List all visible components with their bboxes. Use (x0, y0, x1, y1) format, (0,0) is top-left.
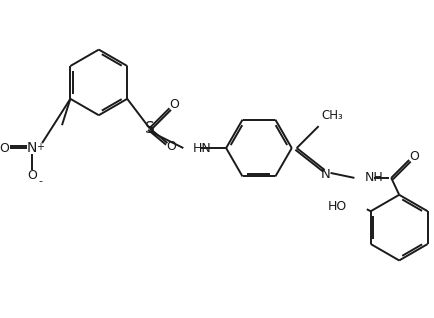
Text: HN: HN (192, 142, 210, 155)
Text: CH₃: CH₃ (321, 109, 342, 122)
Text: O: O (166, 140, 176, 153)
Text: O: O (27, 169, 37, 183)
Text: +: + (36, 142, 44, 152)
Text: HO: HO (327, 200, 346, 213)
Text: O: O (0, 142, 9, 155)
Text: N: N (320, 169, 330, 181)
Text: O: O (169, 98, 179, 111)
Text: S: S (145, 121, 154, 136)
Text: -: - (38, 176, 42, 186)
Text: O: O (408, 149, 418, 162)
Text: NH: NH (364, 171, 382, 184)
Text: N: N (27, 141, 37, 155)
